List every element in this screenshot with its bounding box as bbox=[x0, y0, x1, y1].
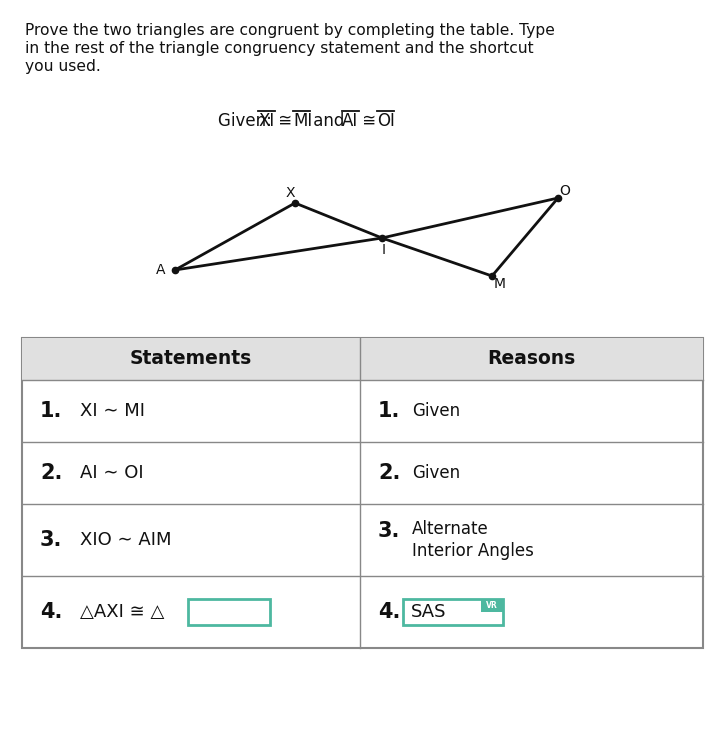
Text: Given: Given bbox=[412, 464, 460, 482]
Text: Alternate: Alternate bbox=[412, 520, 489, 538]
Text: 4.: 4. bbox=[378, 602, 400, 622]
Text: XI ∼ MI: XI ∼ MI bbox=[80, 402, 145, 420]
Text: in the rest of the triangle congruency statement and the shortcut: in the rest of the triangle congruency s… bbox=[25, 41, 534, 56]
Text: Interior Angles: Interior Angles bbox=[412, 542, 534, 560]
Text: ≅: ≅ bbox=[357, 112, 382, 130]
Text: M: M bbox=[494, 277, 506, 291]
Text: X: X bbox=[285, 186, 295, 200]
Text: AI: AI bbox=[343, 112, 359, 130]
Text: 3.: 3. bbox=[40, 530, 62, 550]
Text: Given:: Given: bbox=[218, 112, 277, 130]
Text: 2.: 2. bbox=[378, 463, 400, 483]
Text: XIO ∼ AIM: XIO ∼ AIM bbox=[80, 531, 171, 549]
Text: Prove the two triangles are congruent by completing the table. Type: Prove the two triangles are congruent by… bbox=[25, 23, 555, 38]
Bar bbox=[22, 338, 703, 648]
Text: A: A bbox=[156, 263, 166, 277]
Text: Reasons: Reasons bbox=[487, 350, 576, 368]
Bar bbox=[22, 338, 703, 380]
Text: VR: VR bbox=[486, 601, 498, 610]
Text: 1.: 1. bbox=[378, 401, 400, 421]
Text: 1.: 1. bbox=[40, 401, 62, 421]
Text: MI: MI bbox=[293, 112, 313, 130]
Bar bbox=[403, 599, 503, 625]
Text: 4.: 4. bbox=[40, 602, 62, 622]
Bar bbox=[188, 599, 270, 625]
Text: ≅: ≅ bbox=[273, 112, 298, 130]
Text: AI ∼ OI: AI ∼ OI bbox=[80, 464, 144, 482]
Text: you used.: you used. bbox=[25, 59, 101, 74]
Text: I: I bbox=[382, 243, 386, 257]
Text: O: O bbox=[560, 184, 571, 198]
Text: 3.: 3. bbox=[378, 520, 400, 541]
Text: and: and bbox=[309, 112, 355, 130]
Text: Statements: Statements bbox=[130, 350, 252, 368]
Text: 2.: 2. bbox=[40, 463, 62, 483]
Text: △AXI ≅ △: △AXI ≅ △ bbox=[80, 603, 164, 621]
Text: OI: OI bbox=[378, 112, 395, 130]
Text: SAS: SAS bbox=[411, 603, 446, 621]
Bar bbox=[481, 599, 503, 612]
Text: Given: Given bbox=[412, 402, 460, 420]
Text: XI: XI bbox=[258, 112, 274, 130]
